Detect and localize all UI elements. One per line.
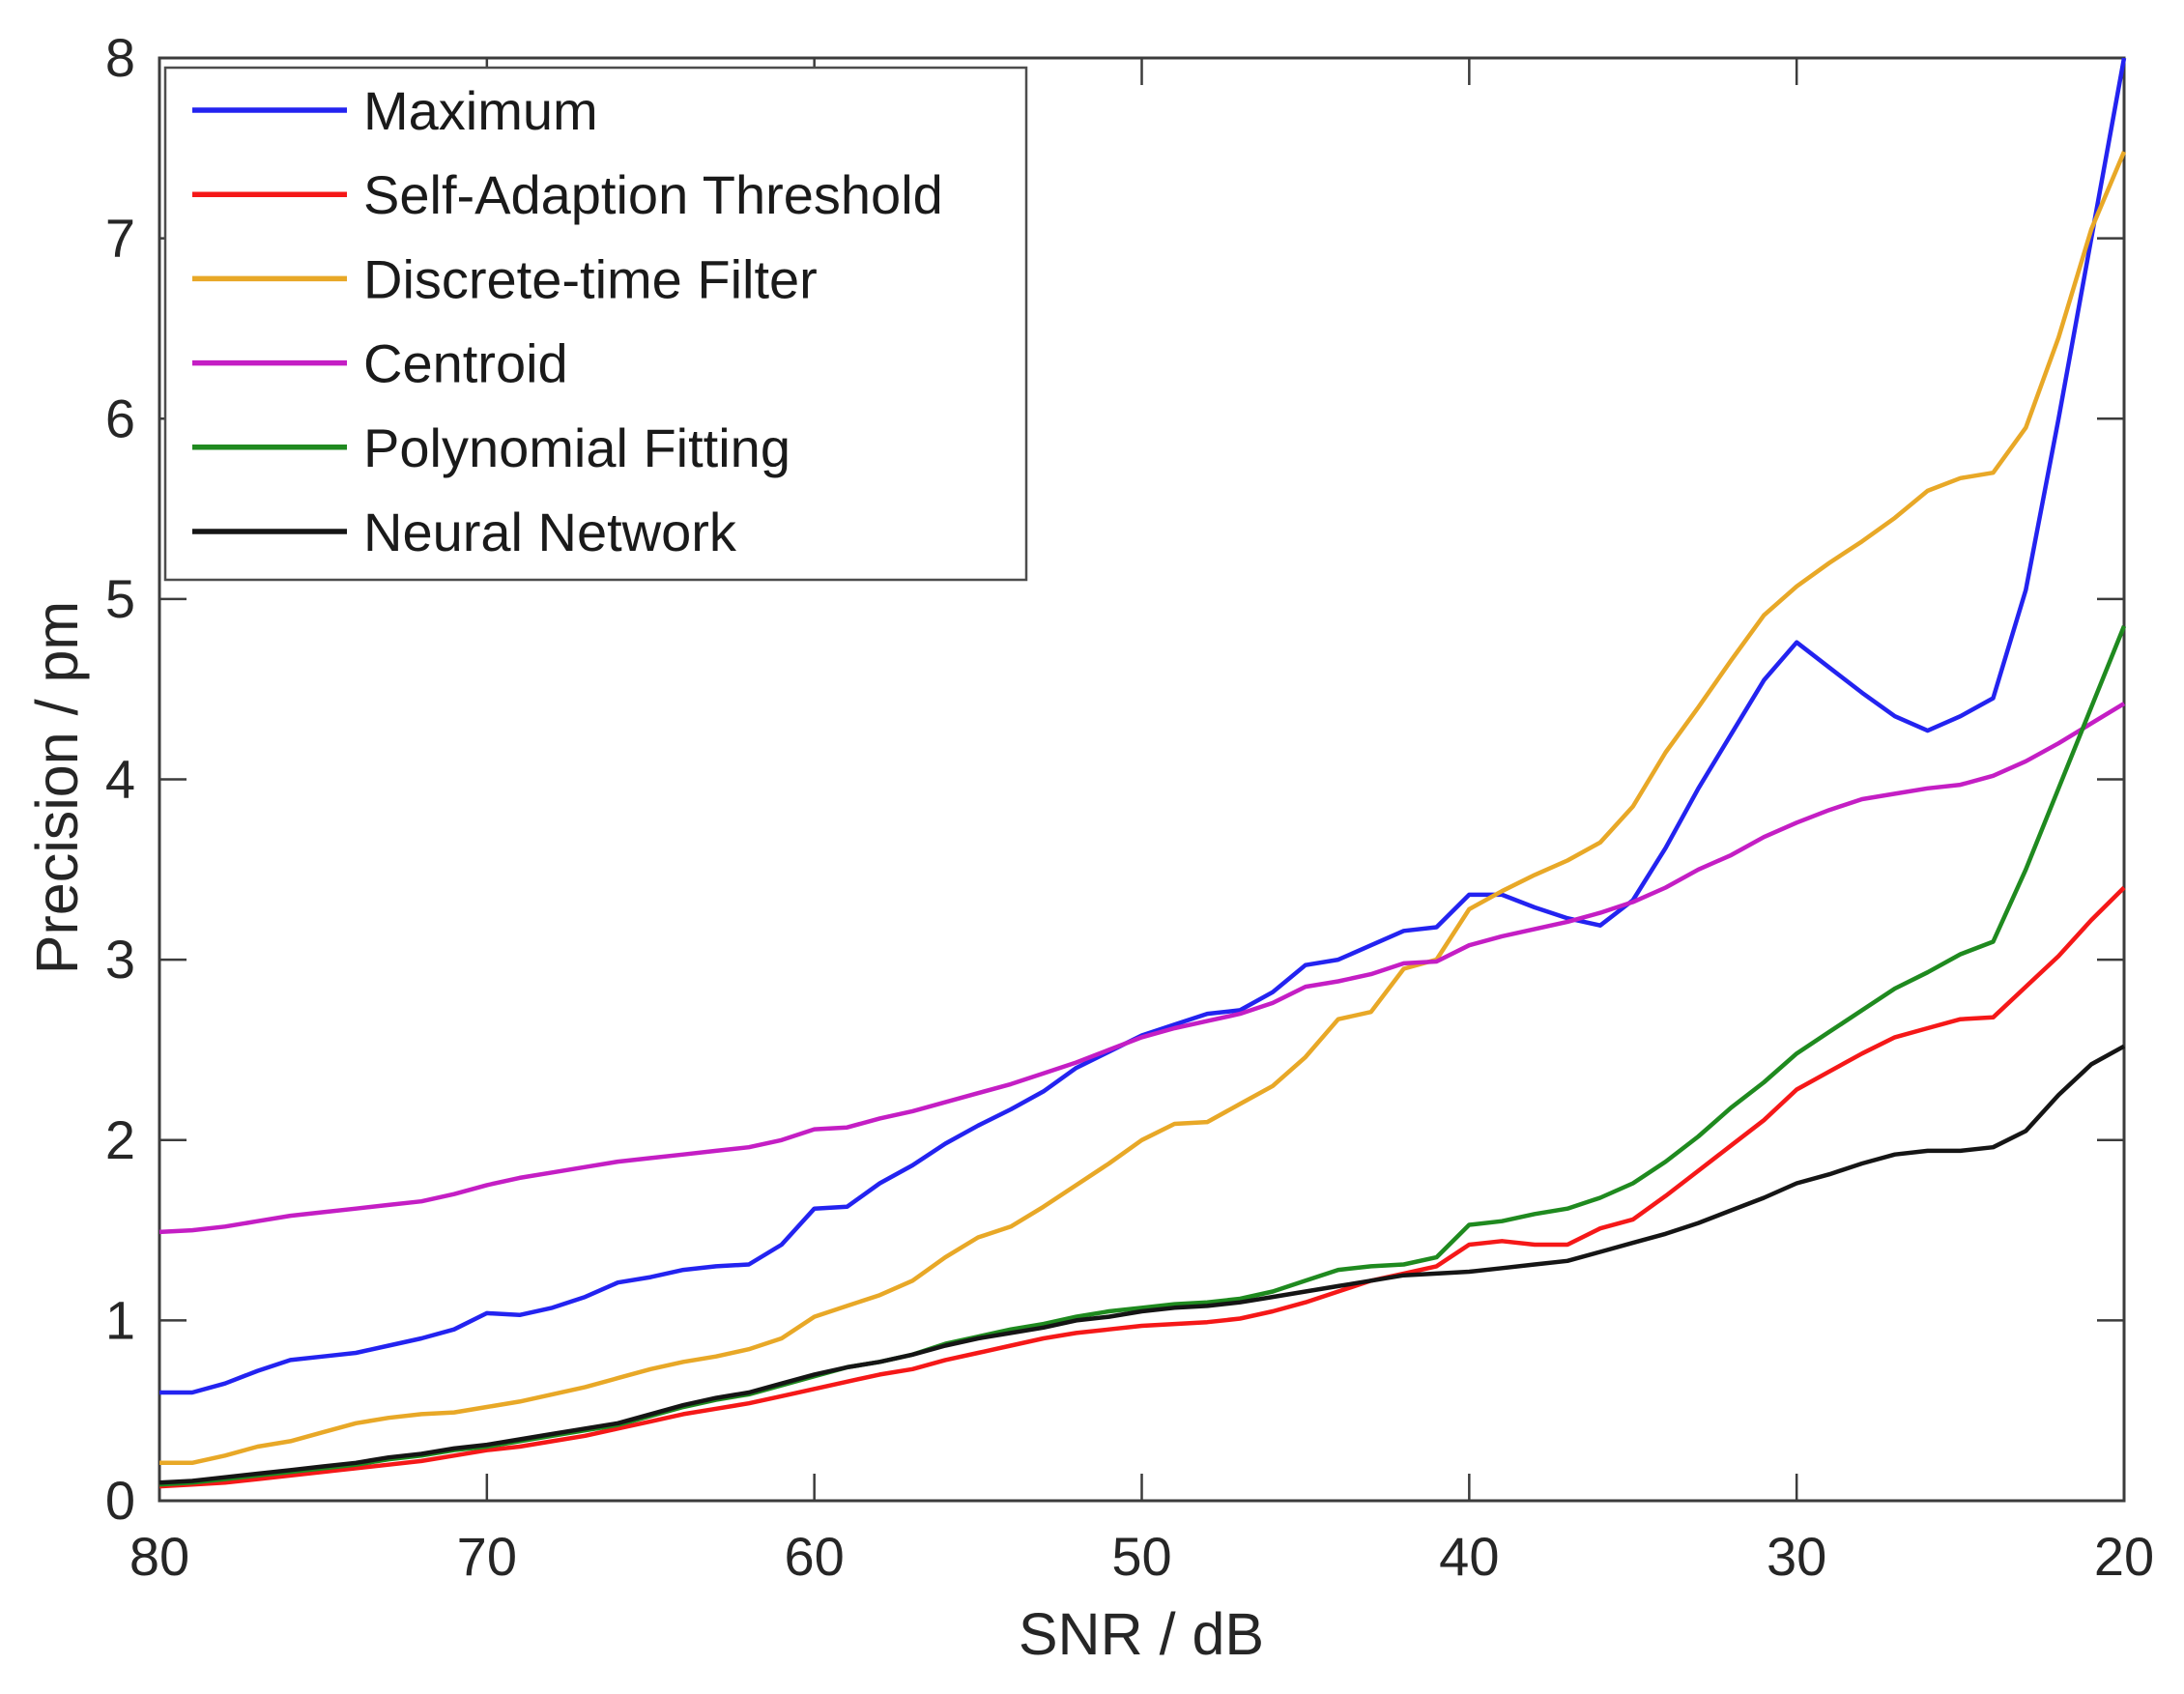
legend-item: Neural Network: [192, 502, 737, 562]
series-line-centroid: [158, 702, 2126, 1235]
y-tick-label: 5: [105, 568, 135, 629]
legend-item-label: Polynomial Fitting: [363, 417, 790, 478]
x-tick-label: 50: [1111, 1526, 1171, 1587]
y-tick-label: 0: [105, 1470, 135, 1531]
x-tick-label: 80: [129, 1526, 189, 1587]
series-line-polynomial-fitting: [158, 625, 2127, 1487]
series-line-neural-network: [158, 1044, 2126, 1485]
y-tick-label: 1: [105, 1289, 135, 1350]
x-tick-label: 70: [457, 1526, 517, 1587]
x-tick-label: 60: [785, 1526, 845, 1587]
x-tick-label: 30: [1767, 1526, 1826, 1587]
x-tick-label: 20: [2094, 1526, 2154, 1587]
y-tick-label: 4: [105, 749, 135, 810]
series-line-discrete-time-filter: [159, 151, 2127, 1466]
legend-item-label: Maximum: [363, 80, 598, 141]
x-tick-label: 40: [1439, 1526, 1499, 1587]
y-axis-label: Precision / pm: [24, 601, 90, 974]
legend-item: Discrete-time Filter: [192, 248, 818, 309]
legend-item: Polynomial Fitting: [192, 417, 790, 478]
y-tick-label: 3: [105, 929, 135, 990]
legend-item: Self-Adaption Threshold: [192, 164, 943, 225]
y-tick-label: 2: [105, 1109, 135, 1170]
legend-item: Centroid: [192, 333, 568, 394]
legend-item-label: Centroid: [363, 333, 568, 394]
legend-item-label: Self-Adaption Threshold: [363, 164, 943, 225]
x-axis-label: SNR / dB: [1019, 1601, 1264, 1667]
y-tick-label: 6: [105, 388, 135, 448]
y-tick-label: 7: [105, 208, 135, 269]
series-line-self-adaption-threshold: [158, 885, 2126, 1489]
legend-item-label: Discrete-time Filter: [363, 248, 818, 309]
legend-box: [163, 66, 1028, 582]
legend-item-label: Neural Network: [363, 502, 737, 562]
y-tick-label: 8: [105, 27, 135, 88]
legend-item: Maximum: [192, 80, 598, 141]
